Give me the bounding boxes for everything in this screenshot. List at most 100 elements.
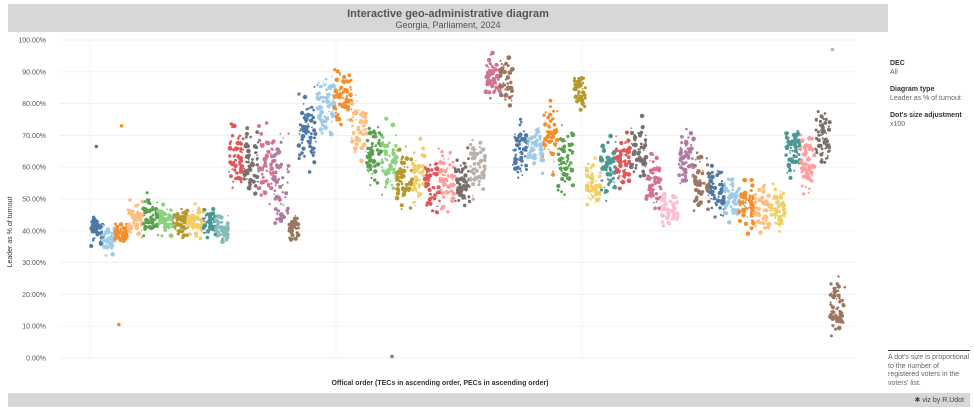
data-point[interactable] <box>311 126 313 129</box>
data-point[interactable] <box>445 179 449 183</box>
data-point[interactable] <box>830 304 833 307</box>
data-point[interactable] <box>229 122 234 126</box>
data-point[interactable] <box>451 191 456 196</box>
data-point[interactable] <box>722 214 725 217</box>
data-point[interactable] <box>429 198 432 201</box>
data-point[interactable] <box>175 221 179 225</box>
data-point[interactable] <box>837 325 842 331</box>
data-point[interactable] <box>104 239 108 243</box>
data-point[interactable] <box>698 200 703 205</box>
data-point[interactable] <box>509 88 515 93</box>
data-point[interactable] <box>196 207 201 212</box>
data-point[interactable] <box>800 138 805 143</box>
data-point[interactable] <box>279 202 282 205</box>
data-point[interactable] <box>361 132 365 137</box>
data-point[interactable] <box>830 305 836 310</box>
data-point[interactable] <box>789 149 791 152</box>
data-point[interactable] <box>471 182 476 187</box>
data-point[interactable] <box>731 194 737 199</box>
data-point[interactable] <box>580 99 585 104</box>
data-point[interactable] <box>717 199 721 203</box>
data-point[interactable] <box>700 171 705 176</box>
data-point[interactable] <box>834 313 838 317</box>
data-point[interactable] <box>564 140 567 142</box>
data-point[interactable] <box>494 62 499 67</box>
data-point[interactable] <box>811 175 814 177</box>
data-point[interactable] <box>788 141 791 144</box>
data-point[interactable] <box>382 149 385 152</box>
data-point[interactable] <box>619 160 623 164</box>
data-point[interactable] <box>621 175 624 178</box>
data-point[interactable] <box>331 84 336 89</box>
data-point[interactable] <box>92 215 96 219</box>
data-point[interactable] <box>467 169 470 173</box>
diagram-type-value[interactable]: Leader as % of turnout <box>890 95 961 102</box>
data-point[interactable] <box>313 131 318 136</box>
data-point[interactable] <box>364 150 367 153</box>
data-point[interactable] <box>270 182 272 185</box>
data-point[interactable] <box>675 200 679 204</box>
data-point[interactable] <box>455 158 459 162</box>
data-point[interactable] <box>284 191 289 196</box>
data-point[interactable] <box>143 200 147 203</box>
data-point[interactable] <box>255 157 259 160</box>
data-point[interactable] <box>523 155 527 158</box>
data-point[interactable] <box>450 189 454 193</box>
data-point[interactable] <box>145 191 149 195</box>
data-point[interactable] <box>640 125 645 130</box>
data-point[interactable] <box>89 226 93 231</box>
data-point[interactable] <box>294 227 298 230</box>
data-point[interactable] <box>688 131 694 136</box>
data-point[interactable] <box>441 173 445 177</box>
data-point[interactable] <box>804 171 809 175</box>
data-point[interactable] <box>428 192 432 196</box>
data-point[interactable] <box>825 146 829 149</box>
data-point[interactable] <box>409 179 413 183</box>
data-point[interactable] <box>607 159 611 163</box>
data-point[interactable] <box>832 296 836 300</box>
data-point[interactable] <box>332 106 337 110</box>
data-point[interactable] <box>618 174 621 178</box>
data-point[interactable] <box>826 127 832 132</box>
data-point[interactable] <box>570 183 576 188</box>
data-point[interactable] <box>677 173 682 178</box>
data-point[interactable] <box>237 137 240 140</box>
data-point[interactable] <box>721 197 726 203</box>
data-point[interactable] <box>619 155 622 158</box>
data-point[interactable] <box>461 178 464 181</box>
data-point[interactable] <box>742 177 748 183</box>
data-point[interactable] <box>539 159 542 162</box>
data-point[interactable] <box>367 171 370 173</box>
data-point[interactable] <box>335 69 340 74</box>
data-point[interactable] <box>219 229 224 233</box>
data-point[interactable] <box>246 148 251 154</box>
data-point[interactable] <box>264 190 267 193</box>
data-point[interactable] <box>753 200 758 205</box>
data-point[interactable] <box>231 168 234 171</box>
data-point[interactable] <box>104 254 108 257</box>
data-point[interactable] <box>394 195 400 201</box>
data-point[interactable] <box>660 208 664 212</box>
data-point[interactable] <box>235 140 241 146</box>
data-point[interactable] <box>786 131 789 135</box>
data-point[interactable] <box>334 111 337 114</box>
data-point[interactable] <box>627 156 630 160</box>
data-point[interactable] <box>253 184 258 188</box>
data-point[interactable] <box>293 236 298 241</box>
data-point[interactable] <box>302 103 305 105</box>
data-point[interactable] <box>522 136 528 142</box>
data-point[interactable] <box>393 167 396 170</box>
data-point[interactable] <box>425 201 429 205</box>
data-point[interactable] <box>548 148 550 151</box>
data-point[interactable] <box>608 181 611 185</box>
data-point[interactable] <box>300 137 304 142</box>
data-point[interactable] <box>506 64 510 68</box>
data-point[interactable] <box>304 126 309 132</box>
data-point[interactable] <box>761 216 765 219</box>
data-point[interactable] <box>159 219 165 224</box>
data-point[interactable] <box>212 213 215 216</box>
data-point[interactable] <box>339 122 343 127</box>
data-point[interactable] <box>739 195 743 199</box>
data-point[interactable] <box>817 133 821 137</box>
data-point[interactable] <box>808 187 811 190</box>
